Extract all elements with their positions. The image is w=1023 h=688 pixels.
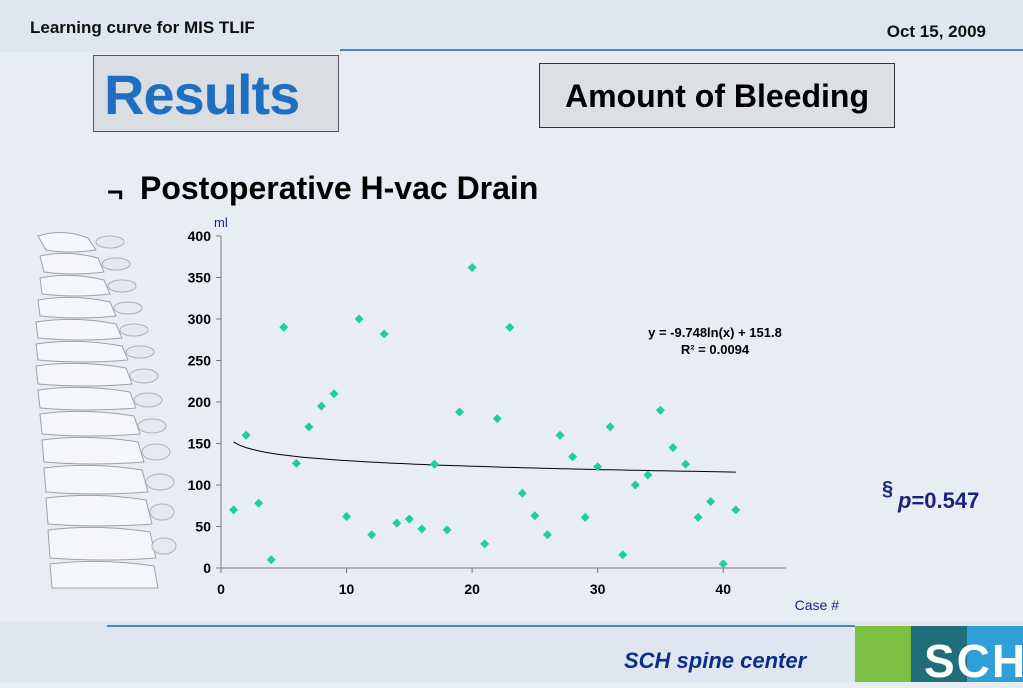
logo-block-blue: [967, 626, 1023, 682]
data-point: [505, 322, 515, 332]
header-date: Oct 15, 2009: [886, 22, 986, 41]
x-tick-label: 10: [339, 581, 355, 597]
y-tick-label: 250: [188, 353, 212, 369]
header-band: [0, 0, 1023, 52]
data-point: [455, 407, 465, 417]
footer-divider: [107, 625, 855, 627]
data-point: [643, 470, 653, 480]
data-point: [241, 430, 251, 440]
data-point: [492, 414, 502, 424]
data-point: [580, 512, 590, 522]
data-point: [655, 405, 665, 415]
spine-illustration: [35, 232, 177, 589]
footer-band: [0, 622, 1023, 682]
trendline: [233, 441, 736, 473]
data-point: [417, 524, 427, 534]
data-point: [630, 480, 640, 490]
y-tick-label: 0: [203, 560, 211, 576]
y-tick-label: 100: [188, 477, 212, 493]
data-point: [706, 497, 716, 507]
data-point: [480, 539, 490, 549]
data-point: [668, 443, 678, 453]
data-point: [693, 512, 703, 522]
section-box: Amount of Bleeding: [539, 63, 895, 128]
data-point: [718, 559, 728, 569]
x-tick-label: 40: [715, 581, 731, 597]
y-tick-label: 400: [188, 228, 212, 244]
pvalue-text: p=0.547: [898, 488, 979, 514]
y-axis-title: ml: [214, 215, 228, 230]
section-label: Amount of Bleeding: [565, 78, 869, 114]
x-tick-label: 0: [217, 581, 225, 597]
data-point: [304, 422, 314, 432]
data-point: [542, 530, 552, 540]
x-axis-title: Case #: [795, 597, 840, 613]
logo-block-green: [855, 626, 911, 682]
logo: SCH: [924, 635, 1023, 687]
data-point: [593, 462, 603, 472]
y-tick-label: 50: [195, 519, 211, 535]
data-point: [254, 498, 264, 508]
data-point: [442, 525, 452, 535]
y-tick-label: 150: [188, 436, 212, 452]
results-box: Results: [93, 55, 339, 132]
data-point: [404, 514, 414, 524]
header-divider: [340, 49, 1023, 51]
y-tick-label: 200: [188, 394, 212, 410]
results-label: Results: [104, 63, 300, 126]
data-point: [279, 322, 289, 332]
data-point: [429, 459, 439, 469]
data-point: [354, 314, 364, 324]
data-point: [555, 430, 565, 440]
r-squared: R² = 0.0094: [681, 342, 750, 357]
x-tick-label: 20: [464, 581, 480, 597]
data-point: [568, 452, 578, 462]
data-point: [681, 459, 691, 469]
data-point: [266, 555, 276, 565]
data-point: [316, 401, 326, 411]
bullet-text: Postoperative H-vac Drain: [140, 170, 539, 206]
bullet-icon: ¬: [107, 176, 124, 207]
data-point: [291, 458, 301, 468]
data-point: [530, 511, 540, 521]
data-point: [517, 488, 527, 498]
data-point: [618, 550, 628, 560]
logo-block-teal: [911, 626, 967, 682]
data-point: [467, 263, 477, 273]
trend-equation: y = -9.748ln(x) + 151.8: [648, 325, 782, 340]
data-point: [329, 389, 339, 399]
y-tick-label: 300: [188, 311, 212, 327]
x-tick-label: 30: [590, 581, 606, 597]
data-point: [731, 505, 741, 515]
data-point: [392, 518, 402, 528]
y-tick-label: 350: [188, 270, 212, 286]
footer-text: SCH spine center: [624, 648, 807, 673]
pvalue-value: =0.547: [911, 488, 980, 513]
header-title: Learning curve for MIS TLIF: [30, 18, 255, 37]
data-point: [379, 329, 389, 339]
data-point: [605, 422, 615, 432]
data-point: [367, 530, 377, 540]
data-point: [229, 505, 239, 515]
pvalue-p: p: [898, 488, 912, 513]
pvalue-bullet-icon: §: [882, 478, 894, 500]
data-point: [342, 512, 352, 522]
